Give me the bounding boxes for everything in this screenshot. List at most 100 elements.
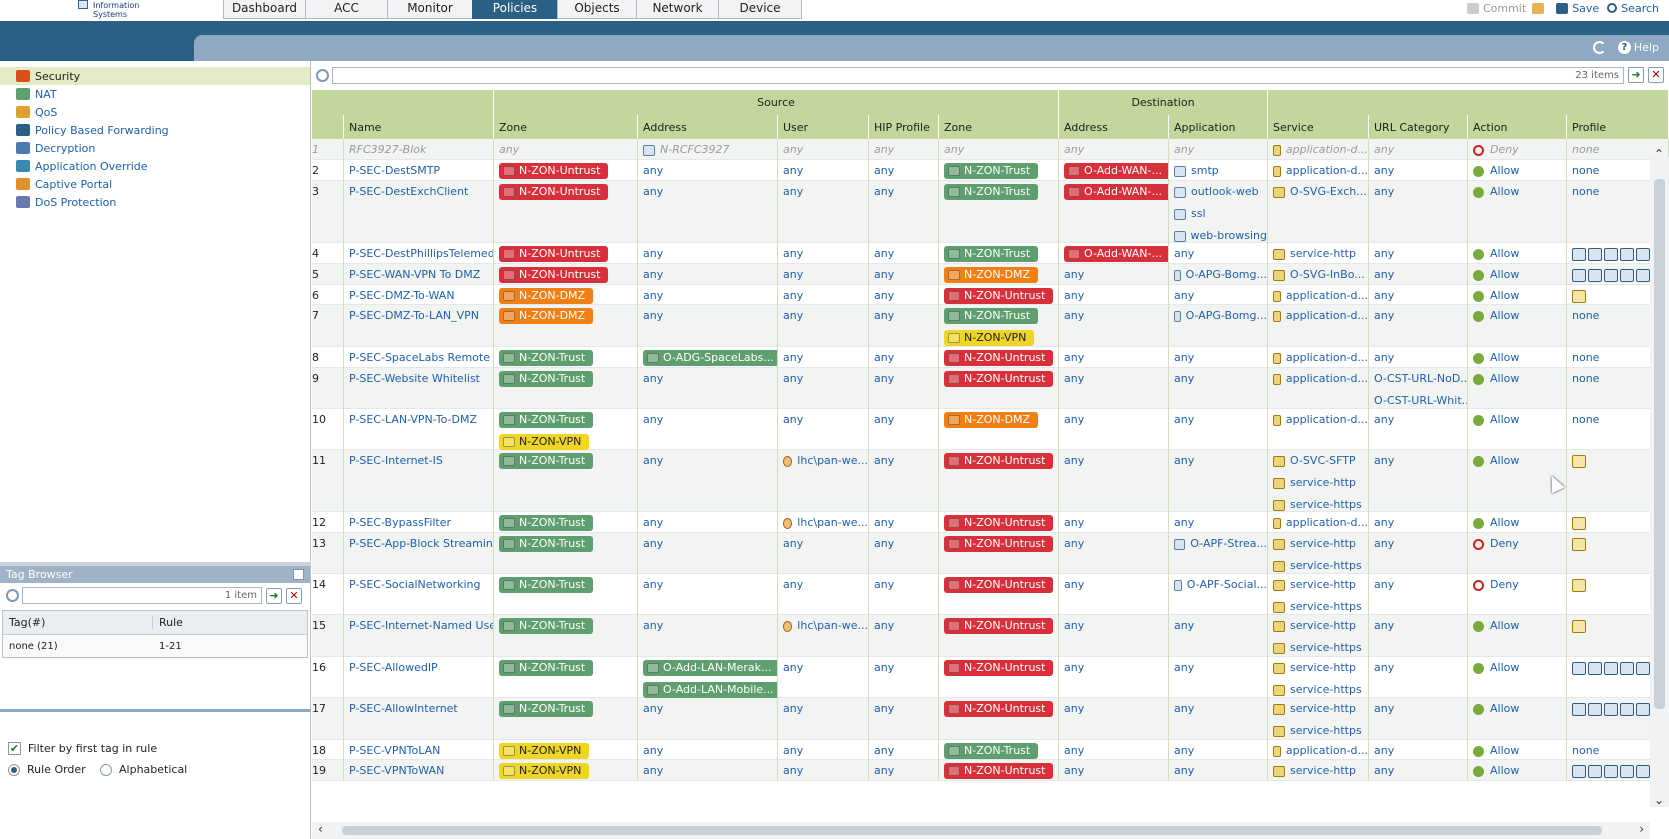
cell-value[interactable]: any [874, 268, 895, 281]
cell-value[interactable]: any [1374, 247, 1395, 260]
cell-value[interactable]: any [1174, 454, 1195, 467]
zone-tag[interactable]: N-ZON-Untrust [944, 515, 1054, 531]
cell-value[interactable]: any [1174, 516, 1195, 529]
zone-tag[interactable]: N-ZON-VPN [499, 743, 590, 759]
rule-name[interactable]: RFC3927-Blok [349, 143, 427, 156]
help-icon[interactable]: ? [1617, 41, 1631, 54]
zone-tag[interactable]: N-ZON-Untrust [499, 184, 609, 200]
zone-tag[interactable]: N-ZON-Trust [944, 184, 1039, 200]
security-profile-icon[interactable] [1588, 764, 1602, 778]
cell-value[interactable]: any [643, 764, 664, 777]
security-profile-icon[interactable] [1636, 702, 1650, 716]
table-row[interactable]: 19 P-SEC-VPNToWAN N-ZON-VPN any any any N-ZON-… [312, 760, 1669, 781]
cell-value[interactable]: 19 [312, 764, 326, 777]
zone-tag[interactable]: O-Add-LAN-Merak... [643, 660, 777, 676]
cell-value[interactable]: O-SVG-Exch... [1290, 185, 1367, 198]
zone-tag[interactable]: O-Add-WAN-... [1064, 246, 1168, 262]
cell-value[interactable]: service-http [1290, 476, 1356, 489]
table-row[interactable]: 7 P-SEC-DMZ-To-LAN_VPN N-ZON-DMZ any any any N… [312, 305, 1669, 347]
commit-button[interactable]: Commit [1466, 2, 1548, 15]
cell-value[interactable]: any [874, 143, 895, 156]
cell-value[interactable]: any [874, 661, 895, 674]
table-row[interactable]: 1 RFC3927-Blok any N-RCFC3927 any any any any an… [312, 139, 1669, 160]
cell-value[interactable]: O-CST-URL-NoD... [1374, 372, 1468, 385]
column-header-11[interactable]: Action [1468, 115, 1567, 139]
rule-name[interactable]: P-SEC-DestExchClient [349, 185, 469, 198]
security-profile-icon[interactable] [1588, 702, 1602, 716]
cell-value[interactable]: 2 [312, 164, 319, 177]
sidebar-item-security[interactable]: Security [0, 67, 310, 85]
zone-tag[interactable]: N-ZON-VPN [499, 434, 590, 450]
table-row[interactable]: 11 P-SEC-Internet-IS N-ZON-Trust any lhc\pan… [312, 450, 1669, 512]
column-header-5[interactable]: HIP Profile [869, 115, 939, 139]
cell-value[interactable]: any [874, 516, 895, 529]
cell-value[interactable]: lhc\pan-we... [797, 516, 868, 529]
cell-value[interactable]: any [643, 454, 664, 467]
column-header-6[interactable]: Zone [939, 115, 1059, 139]
cell-value[interactable]: 12 [312, 516, 326, 529]
rule-name[interactable]: P-SEC-SocialNetworking [349, 578, 481, 591]
cell-value[interactable]: any [874, 289, 895, 302]
sidebar-item-application-override[interactable]: Application Override [0, 157, 310, 175]
cell-value[interactable]: service-http [1290, 702, 1356, 715]
cell-value[interactable]: any [643, 537, 664, 550]
security-profile-icon[interactable] [1620, 661, 1634, 675]
cell-value[interactable]: any [643, 164, 664, 177]
cell-value[interactable]: any [1374, 164, 1395, 177]
cell-value[interactable]: any [643, 309, 664, 322]
cell-value[interactable]: O-SVC-SFTP [1290, 454, 1356, 467]
cell-value[interactable]: application-d... [1285, 143, 1368, 156]
zone-tag[interactable]: N-ZON-Untrust [944, 536, 1054, 552]
rule-name[interactable]: P-SEC-BypassFilter [349, 516, 452, 529]
cell-value[interactable]: lhc\pan-we... [797, 619, 868, 632]
cell-value[interactable]: outlook-web [1191, 185, 1259, 198]
cell-value[interactable]: any [1374, 143, 1395, 156]
zone-tag[interactable]: N-ZON-Untrust [944, 763, 1054, 779]
cell-value[interactable]: 13 [312, 537, 326, 550]
cell-value[interactable]: any [643, 578, 664, 591]
zone-tag[interactable]: N-ZON-Untrust [944, 618, 1054, 634]
cell-value[interactable]: any [874, 309, 895, 322]
zone-tag[interactable]: N-ZON-Trust [499, 371, 594, 387]
cell-value[interactable]: service-http [1290, 537, 1356, 550]
cell-value[interactable]: any [874, 372, 895, 385]
cell-value[interactable]: any [1374, 289, 1395, 302]
cell-value[interactable]: any [783, 289, 804, 302]
zone-tag[interactable]: N-ZON-Trust [499, 515, 594, 531]
security-profile-icon[interactable] [1636, 268, 1650, 282]
cell-value[interactable]: any [783, 185, 804, 198]
tab-network[interactable]: Network [636, 0, 719, 19]
cell-value[interactable]: any [1064, 413, 1085, 426]
help-link[interactable]: Help [1633, 41, 1659, 54]
cell-value[interactable]: 15 [312, 619, 326, 632]
cell-value[interactable]: any [1374, 185, 1395, 198]
security-profile-icon[interactable] [1636, 247, 1650, 261]
cell-value[interactable]: service-https [1290, 498, 1362, 511]
security-profile-icon[interactable] [1604, 764, 1618, 778]
cell-value[interactable]: 8 [312, 351, 319, 364]
table-row[interactable]: 15 P-SEC-Internet-Named Users N-ZON-Trust a… [312, 615, 1669, 657]
table-row[interactable]: 16 P-SEC-AllowedIP N-ZON-Trust O-Add-LAN-Me… [312, 657, 1669, 698]
cell-value[interactable]: any [783, 537, 804, 550]
cell-value[interactable]: any [1374, 413, 1395, 426]
table-row[interactable]: 8 P-SEC-SpaceLabs Remote N-ZON-Trust O-ADG-… [312, 347, 1669, 368]
zone-tag[interactable]: N-ZON-Untrust [944, 453, 1054, 469]
table-row[interactable]: 13 P-SEC-App-Block Streaming AV N-ZON-Trus… [312, 533, 1669, 574]
cell-value[interactable]: any [1374, 764, 1395, 777]
scroll-left-icon[interactable]: ‹ [318, 822, 323, 836]
rule-name[interactable]: P-SEC-VPNToLAN [349, 744, 441, 757]
cell-value[interactable]: O-APF-Strea... [1190, 537, 1267, 550]
zone-tag[interactable]: N-ZON-Untrust [499, 163, 609, 179]
cell-value[interactable]: any [874, 185, 895, 198]
profile-group-icon[interactable] [1572, 516, 1586, 530]
zone-tag[interactable]: N-ZON-Untrust [944, 660, 1054, 676]
security-profile-icon[interactable] [1620, 247, 1634, 261]
panel-splitter[interactable] [0, 562, 311, 567]
cell-value[interactable]: service-http [1290, 661, 1356, 674]
scroll-thumb[interactable] [1654, 179, 1665, 709]
zone-tag[interactable]: N-ZON-Trust [499, 412, 594, 428]
cell-value[interactable]: 16 [312, 661, 326, 674]
cell-value[interactable]: any [1374, 661, 1395, 674]
security-profile-icon[interactable] [1604, 661, 1618, 675]
tab-dashboard[interactable]: Dashboard [223, 0, 306, 19]
